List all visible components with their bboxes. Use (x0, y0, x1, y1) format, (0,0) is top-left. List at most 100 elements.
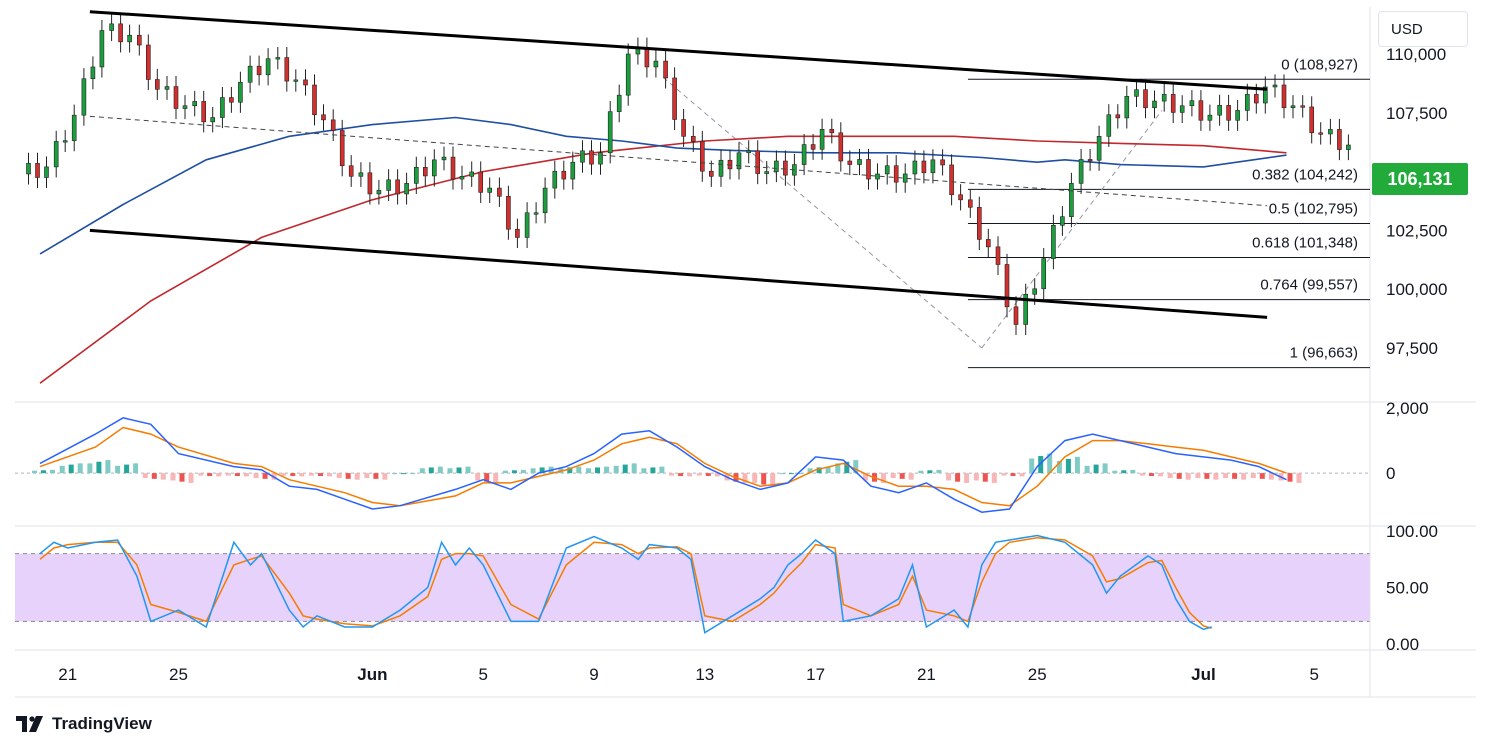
candle-body (1013, 306, 1019, 325)
stochastic-k-line (39, 534, 1212, 634)
candle-body (265, 58, 271, 76)
candle-body (930, 159, 936, 174)
macd-histogram-bar (1001, 473, 1007, 476)
fibonacci-retracement[interactable]: 0 (108,927) 0.382 (104,242) 0.5 (102,795) 0… (967, 56, 1370, 369)
macd-histogram-bar (410, 473, 416, 475)
candle-body (847, 160, 853, 165)
candle-body (1041, 258, 1046, 290)
macd-histogram-bar (133, 463, 139, 474)
candle-body (62, 140, 68, 143)
macd-histogram-bar (419, 468, 425, 474)
candle-body (875, 173, 880, 180)
candle-body (35, 163, 40, 178)
macd-histogram-bar (1010, 473, 1016, 476)
candle-body (829, 128, 835, 134)
candle-body (275, 57, 281, 60)
candle-body (580, 150, 585, 163)
macd-histogram-bar (96, 461, 102, 474)
candle-body (940, 159, 945, 166)
macd-histogram-bar (160, 473, 166, 480)
macd-histogram-bar (899, 473, 905, 479)
time-axis[interactable]: 21 25 Jun 5 9 13 17 21 25 Jul 5 (58, 665, 1319, 684)
candle-body (450, 156, 456, 180)
macd-histogram-bar (1250, 473, 1256, 479)
candle-body (395, 179, 400, 195)
macd-histogram-bar (225, 473, 231, 476)
current-price-tag: 106,131 (1372, 163, 1468, 195)
candle-body (542, 187, 548, 214)
candle-body (487, 187, 493, 193)
macd-histogram-bar (1185, 473, 1191, 480)
candle-body (589, 150, 594, 165)
macd-histogram-bar (41, 470, 46, 474)
candle-body (99, 30, 105, 68)
price-tick-label: 100,000 (1386, 280, 1447, 299)
trend-channel[interactable] (89, 10, 1268, 319)
candle-body (210, 117, 215, 123)
candle-body (681, 119, 686, 137)
candle-body (229, 97, 234, 103)
macd-histogram-bar (59, 465, 65, 474)
candle-body (1217, 105, 1222, 116)
macd-histogram-bar (964, 473, 970, 483)
macd-histogram-bar (696, 473, 702, 476)
macd-histogram-bar (354, 473, 360, 480)
brand-name: TradingView (52, 714, 152, 733)
fib-guide-line (981, 110, 1163, 349)
stochastic-indicator (39, 534, 1212, 634)
macd-histogram-bar (946, 473, 952, 481)
macd-histogram-bar (613, 465, 619, 474)
macd-histogram-bar (401, 473, 407, 475)
macd-histogram-bar (77, 463, 83, 474)
candle-body (81, 78, 87, 116)
macd-histogram-bar (788, 473, 794, 475)
time-tick-label: 17 (806, 665, 825, 684)
macd-histogram-bar (290, 473, 296, 476)
fib-level-label: 0.764 (99,557) (1260, 277, 1358, 294)
macd-histogram-bar (807, 468, 813, 474)
candle-body (109, 23, 114, 31)
macd-line (39, 417, 1287, 513)
currency-button[interactable]: USD (1378, 11, 1468, 47)
candle-body (1254, 94, 1259, 104)
macd-histogram-bar (105, 460, 111, 474)
macd-histogram-bar (705, 473, 711, 476)
fib-level-label: 1 (96,663) (1290, 345, 1358, 362)
candle-body (303, 79, 308, 86)
brand-logo[interactable]: TradingView (16, 712, 152, 736)
candle-body (1134, 89, 1139, 97)
macd-histogram-bar (650, 467, 656, 474)
ma-red-line (39, 135, 1287, 384)
macd-histogram-bar (1268, 473, 1274, 480)
macd-histogram-bar (1241, 473, 1247, 480)
macd-histogram-bar (68, 464, 74, 474)
candle-body (312, 84, 317, 116)
candle-body (469, 171, 475, 177)
candle-body (1179, 105, 1185, 113)
candle-body (1346, 144, 1351, 150)
macd-histogram-bar (678, 473, 684, 476)
macd-histogram-bar (216, 473, 222, 477)
macd-histogram-bar (281, 473, 287, 476)
time-tick-label: 21 (917, 665, 936, 684)
macd-histogram-bar (982, 473, 988, 482)
macd-histogram-bar (243, 473, 249, 477)
candle-body (699, 141, 705, 172)
candle-body (90, 66, 96, 80)
macd-histogram-bar (927, 470, 933, 474)
candle-body (478, 171, 484, 193)
macd-histogram-bar (484, 473, 490, 482)
candle-body (1032, 288, 1037, 295)
candle-body (912, 160, 918, 175)
macd-histogram-bar (1112, 470, 1118, 474)
candle-body (164, 86, 170, 90)
candle-body (1096, 136, 1102, 161)
macd-histogram-bar (1158, 473, 1163, 477)
candle-body (985, 239, 991, 248)
stochastic-d-line (39, 537, 1212, 629)
candle-body (783, 160, 788, 176)
candle-body (976, 206, 982, 240)
candle-body (1106, 114, 1112, 137)
